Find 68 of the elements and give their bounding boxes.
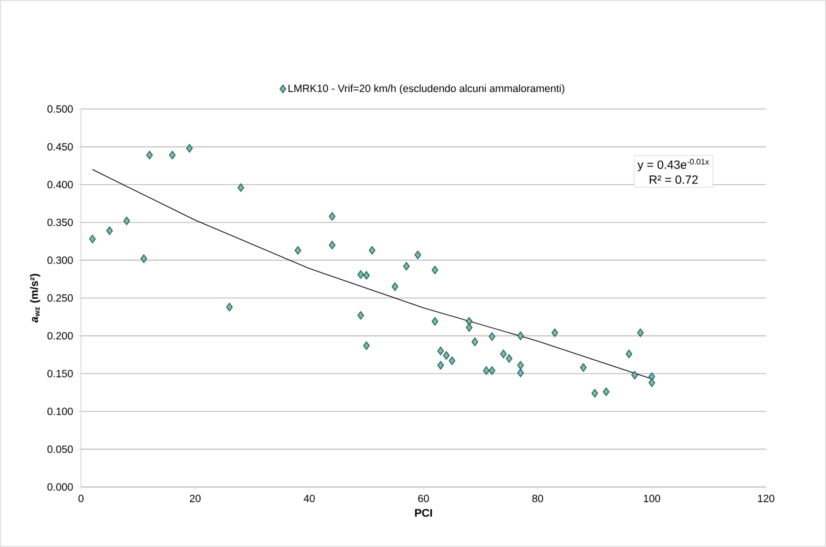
point — [437, 346, 444, 356]
point — [363, 271, 370, 280]
point — [432, 266, 438, 274]
point — [488, 366, 496, 375]
point — [580, 363, 587, 372]
point — [169, 150, 176, 160]
point — [591, 389, 598, 398]
x-tick-label: 40 — [304, 494, 315, 502]
y-tick-label: 0.100 — [47, 408, 73, 416]
y-axis-title: a$_{wz}$ (m/s²) — [30, 274, 40, 323]
point — [448, 356, 456, 365]
x-axis-title: PCI — [415, 509, 432, 517]
x-tick-label: 120 — [758, 494, 774, 502]
point — [648, 378, 656, 387]
point — [238, 183, 244, 192]
point — [363, 341, 370, 350]
point — [226, 302, 233, 312]
point — [637, 328, 644, 338]
point — [294, 246, 302, 255]
y-tick-label: 0.000 — [47, 483, 73, 491]
point — [414, 250, 422, 260]
point — [500, 350, 507, 358]
point — [506, 354, 512, 363]
legend-label: LMRK10 - Vrif=20 km/h (escludendo alcuni ammaloramenti) — [288, 84, 564, 94]
point — [483, 366, 490, 375]
point — [106, 226, 113, 235]
point — [443, 351, 450, 360]
point — [146, 150, 153, 160]
point — [328, 212, 336, 221]
point — [437, 361, 444, 370]
point — [552, 328, 558, 338]
point — [631, 370, 638, 380]
y-tick-label: 0.050 — [47, 446, 73, 453]
point — [472, 338, 478, 346]
point — [648, 372, 656, 381]
point — [432, 317, 438, 326]
point — [517, 332, 524, 340]
point — [517, 361, 524, 370]
point — [123, 216, 130, 226]
point — [328, 240, 336, 250]
point — [466, 323, 472, 332]
point — [403, 262, 410, 270]
x-tick-label: 100 — [644, 494, 660, 502]
point — [392, 282, 398, 291]
y-tick-label: 0.300 — [47, 256, 73, 264]
y-tick-label: 0.200 — [47, 332, 73, 340]
y-tick-label: 0.400 — [47, 180, 73, 188]
point — [368, 246, 376, 255]
point — [602, 388, 610, 396]
y-tick-label: 0.350 — [47, 218, 73, 226]
point — [626, 350, 632, 358]
point — [488, 332, 496, 341]
point — [357, 311, 364, 320]
point — [140, 254, 148, 263]
x-tick-label: 60 — [418, 494, 429, 502]
point — [186, 144, 193, 153]
x-tick-label: 80 — [532, 494, 544, 502]
y-tick-label: 0.500 — [47, 105, 73, 113]
point — [89, 234, 96, 244]
point — [517, 368, 524, 378]
x-tick-label: 0 — [78, 494, 84, 502]
y-tick-label: 0.250 — [47, 294, 73, 302]
x-tick-label: 20 — [190, 494, 201, 502]
annotation: y = 0.43e$^{-0.01x}$ — [637, 158, 710, 172]
y-tick-label: 0.150 — [47, 370, 73, 378]
y-tick-label: 0.450 — [47, 143, 73, 151]
annotation: R² = 0.72 — [650, 175, 698, 184]
point — [357, 270, 364, 279]
